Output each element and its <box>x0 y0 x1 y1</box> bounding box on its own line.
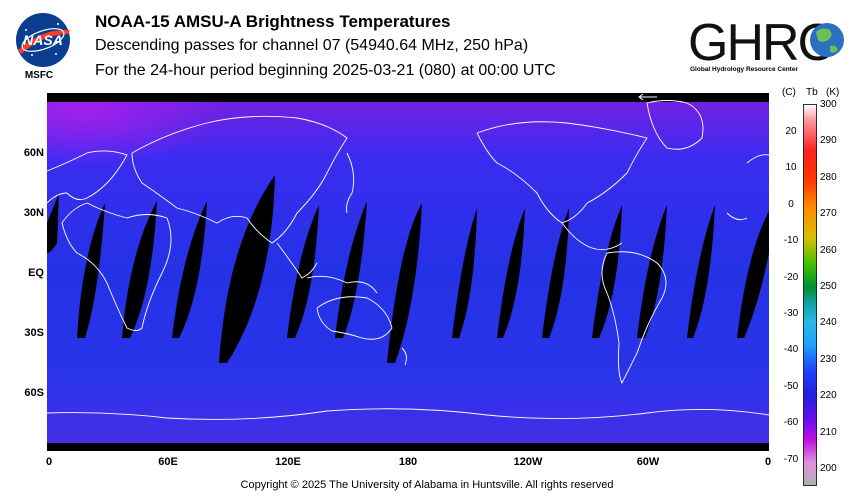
colorbar-kelvin-tick: 240 <box>820 317 837 329</box>
colorbar-header-tb: Tb <box>806 87 818 98</box>
colorbar-header-c: (C) <box>782 87 796 98</box>
colorbar-kelvin-tick: 200 <box>820 463 837 474</box>
nasa-logo: NASA <box>16 13 70 67</box>
colorbar-kelvin-tick: 300 <box>820 99 837 110</box>
lon-label-120w: 120W <box>513 456 543 468</box>
colorbar-kelvin-tick: 250 <box>820 281 837 292</box>
lon-label-60e: 60E <box>158 456 178 468</box>
colorbar-kelvin-tick: 280 <box>820 171 837 183</box>
colorbar-kelvin-tick: 210 <box>820 426 837 438</box>
lon-label-0-right: 0 <box>764 456 772 468</box>
swath-gaps <box>47 175 769 363</box>
lat-label-60s: 60S <box>24 387 44 399</box>
colorbar-celsius-tick: -10 <box>783 235 799 247</box>
ghrc-subtitle: Global Hydrology Resource Center <box>690 66 798 73</box>
msfc-label: MSFC <box>24 70 54 81</box>
north-no-data-band <box>47 93 769 102</box>
south-no-data-band <box>47 443 769 451</box>
colorbar-header-k: (K) <box>826 87 840 98</box>
lat-label-30s: 30S <box>24 327 44 339</box>
lon-label-0: 0 <box>45 456 53 468</box>
lon-label-180: 180 <box>398 456 418 468</box>
colorbar-celsius-tick: 20 <box>785 126 797 137</box>
swath-gap <box>542 208 569 338</box>
lon-label-120e: 120E <box>275 456 301 468</box>
colorbar-kelvin-tick: 270 <box>820 208 837 220</box>
colorbar-kelvin-tick: 230 <box>820 353 837 365</box>
colorbar-celsius-tick: -70 <box>783 453 799 465</box>
swath-gap <box>387 203 422 363</box>
swath-gap <box>497 208 525 338</box>
copyright-text: Copyright © 2025 The University of Alaba… <box>240 479 614 491</box>
swath-gap <box>687 205 715 338</box>
swath-gap <box>335 201 367 338</box>
nasa-logo-text: NASA <box>23 32 63 48</box>
lon-label-60w: 60W <box>636 456 660 468</box>
swath-gap <box>219 175 275 363</box>
coastlines <box>47 100 769 420</box>
colorbar-celsius-tick: -30 <box>783 308 799 319</box>
colorbar-celsius-tick: -40 <box>783 344 799 356</box>
colorbar <box>803 104 817 486</box>
lat-label-30n: 30N <box>23 207 44 219</box>
swath-gap <box>47 193 59 253</box>
lat-label-60n: 60N <box>23 147 44 159</box>
colorbar-celsius-tick: 0 <box>788 198 794 210</box>
colorbar-celsius-tick: -60 <box>783 417 799 429</box>
world-map <box>47 93 769 451</box>
swath-gap <box>287 205 319 338</box>
page-title: NOAA-15 AMSU-A Brightness Temperatures <box>95 12 451 31</box>
swath-gap <box>592 205 622 338</box>
colorbar-celsius-tick: -20 <box>783 271 799 283</box>
colorbar-kelvin-tick: 260 <box>820 244 837 256</box>
page-subtitle: Descending passes for channel 07 (54940.… <box>95 37 529 54</box>
colorbar-kelvin-tick: 290 <box>820 135 837 147</box>
swath-gap <box>737 211 769 338</box>
swath-gap <box>77 203 105 338</box>
scan-start-marker <box>638 93 657 101</box>
swath-gap <box>637 205 667 338</box>
period-text: For the 24-hour period beginning 2025-03… <box>95 62 556 79</box>
swath-gap <box>452 208 477 338</box>
colorbar-celsius-tick: -50 <box>783 380 799 392</box>
colorbar-kelvin-tick: 220 <box>820 390 837 402</box>
swath-gap <box>122 201 157 338</box>
lat-label-eq: EQ <box>28 267 44 279</box>
swath-gap <box>172 201 207 338</box>
colorbar-celsius-tick: 10 <box>785 162 797 174</box>
ghrc-logo: GHRC <box>688 14 844 68</box>
